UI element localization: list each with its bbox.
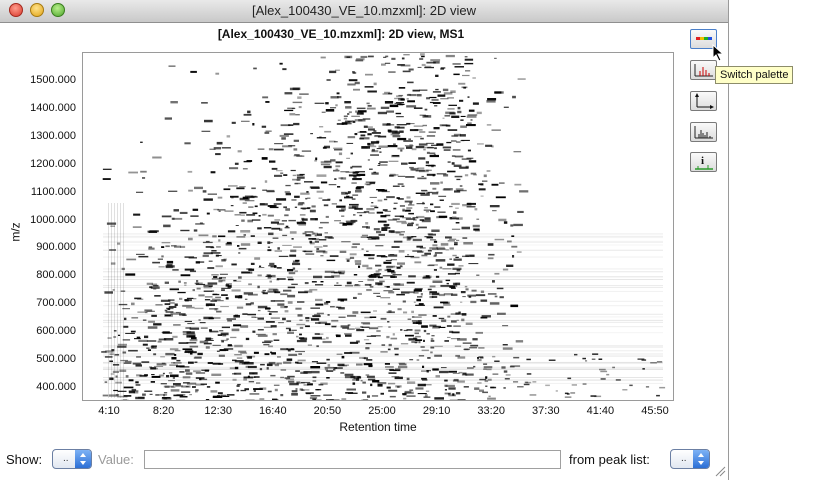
- chevron-updown-icon: [693, 450, 709, 468]
- minimize-window-button[interactable]: [30, 3, 44, 17]
- spectrum-icon: [694, 126, 713, 139]
- peak-heatmap[interactable]: [83, 53, 673, 402]
- close-window-button[interactable]: [9, 3, 23, 17]
- y-tick-label: 1000.000: [30, 213, 76, 226]
- x-tick-label: 4:10: [98, 405, 120, 417]
- x-axis-label: Retention time: [339, 420, 417, 434]
- title-bar[interactable]: [Alex_100430_VE_10.mzxml]: 2D view: [0, 0, 728, 23]
- switch-palette-button[interactable]: [690, 29, 717, 49]
- window-title: [Alex_100430_VE_10.mzxml]: 2D view: [251, 3, 476, 18]
- y-tick-label: 1300.000: [30, 129, 76, 142]
- axes-settings-button[interactable]: [690, 91, 717, 111]
- x-tick-label: 25:00: [368, 405, 396, 417]
- switch-palette-tooltip: Switch palette: [715, 66, 794, 84]
- plot-title: [Alex_100430_VE_10.mzxml]: 2D view, MS1: [217, 27, 465, 41]
- value-label: Value:: [98, 452, 134, 467]
- value-input[interactable]: [144, 450, 561, 469]
- x-tick-label: 29:10: [422, 405, 451, 417]
- svg-text:i: i: [701, 155, 704, 167]
- x-tick-label: 8:20: [152, 405, 175, 417]
- resize-grip-icon[interactable]: [714, 465, 726, 477]
- x-tick-label: 33:20: [477, 405, 505, 417]
- palette-icon: [696, 37, 712, 40]
- y-tick-label: 1500.000: [30, 74, 76, 86]
- y-tick-label: 500.000: [36, 353, 76, 365]
- toggle-peaks-button[interactable]: [690, 60, 717, 80]
- y-tick-label: 1100.000: [30, 185, 76, 198]
- plot-area-2d[interactable]: [82, 52, 674, 402]
- peak-list-dropdown[interactable]: ..: [670, 449, 710, 469]
- x-tick-label: 41:40: [586, 405, 615, 417]
- zoom-window-button[interactable]: [51, 3, 65, 17]
- axes-icon: [695, 93, 714, 109]
- y-tick-label: 700.000: [36, 297, 76, 310]
- chevron-updown-icon: [75, 450, 91, 468]
- x-tick-label: 12:30: [204, 405, 232, 417]
- y-tick-label: 600.000: [36, 325, 76, 338]
- show-dropdown-value: ..: [63, 453, 69, 464]
- y-tick-label: 400.000: [36, 380, 76, 393]
- info-icon: i: [695, 155, 713, 170]
- x-tick-label: 16:40: [259, 405, 287, 417]
- main-window: [Alex_100430_VE_10.mzxml]: 2D view [Alex…: [0, 0, 729, 480]
- peak-list-label: from peak list:: [569, 452, 650, 467]
- info-button[interactable]: i: [690, 152, 717, 172]
- show-dropdown[interactable]: ..: [52, 449, 92, 469]
- mouse-cursor-icon: [712, 44, 724, 62]
- y-tick-label: 800.000: [36, 269, 76, 282]
- x-tick-label: 45:50: [641, 405, 669, 417]
- y-tick-label: 1400.000: [30, 101, 76, 114]
- show-spectrum-button[interactable]: [690, 122, 717, 142]
- peaks-icon: [694, 64, 713, 77]
- peak-list-dropdown-value: ..: [681, 453, 687, 464]
- y-tick-label: 900.000: [36, 241, 76, 254]
- x-tick-label: 20:50: [313, 405, 342, 417]
- y-tick-label: 1200.000: [30, 157, 76, 170]
- show-label: Show:: [6, 452, 43, 467]
- x-tick-label: 37:30: [532, 405, 560, 417]
